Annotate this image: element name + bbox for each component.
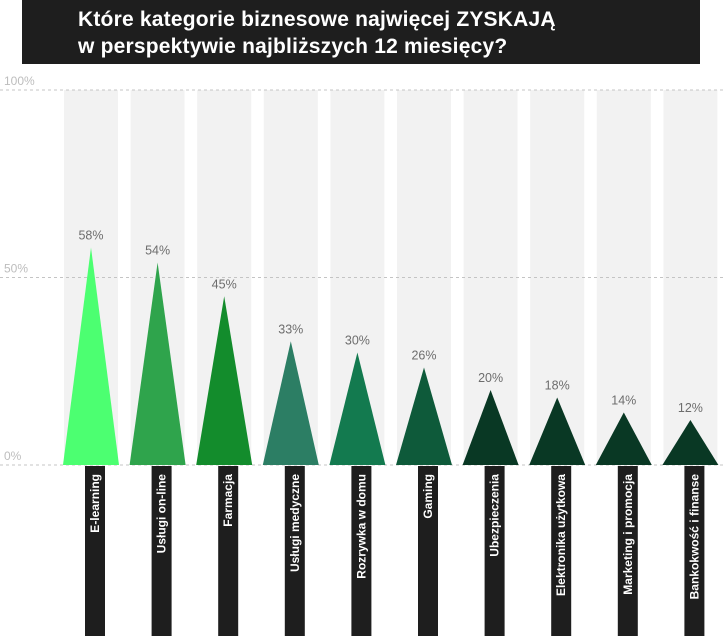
y-tick-label: 0% bbox=[4, 449, 22, 463]
data-label: 30% bbox=[345, 334, 370, 348]
data-label: 58% bbox=[78, 229, 103, 243]
bar bbox=[529, 397, 586, 465]
x-tick-label: Marketing i promocja bbox=[621, 474, 635, 595]
x-tick-label: Usługi medyczne bbox=[288, 474, 302, 572]
y-tick-label: 50% bbox=[4, 262, 28, 276]
y-tick-label: 100% bbox=[4, 74, 35, 88]
bar bbox=[196, 296, 253, 465]
category-label-box bbox=[85, 466, 105, 636]
data-label: 33% bbox=[278, 322, 303, 336]
category-label-box bbox=[617, 466, 638, 636]
bar bbox=[262, 341, 319, 465]
bar bbox=[595, 412, 652, 465]
category-label-box bbox=[684, 466, 705, 636]
category-label-box bbox=[284, 466, 305, 636]
bar bbox=[396, 367, 452, 465]
data-label: 18% bbox=[545, 379, 570, 393]
x-tick-label: Ubezpieczenia bbox=[488, 474, 502, 557]
x-tick-label: Elektronika użytkowa bbox=[554, 474, 568, 596]
x-tick-label: Rozrywka w domu bbox=[354, 474, 368, 579]
category-label-box bbox=[151, 466, 172, 636]
category-label-box bbox=[551, 466, 572, 636]
bar bbox=[129, 262, 186, 465]
background-column bbox=[596, 90, 651, 465]
bar bbox=[63, 247, 119, 465]
bar bbox=[329, 352, 386, 465]
category-label-box bbox=[351, 466, 372, 636]
bar bbox=[462, 390, 519, 465]
data-label: 14% bbox=[611, 394, 636, 408]
bar bbox=[662, 420, 719, 465]
x-tick-label: E-learning bbox=[88, 474, 102, 533]
x-tick-label: Gaming bbox=[421, 474, 435, 519]
data-label: 20% bbox=[478, 371, 503, 385]
data-label: 45% bbox=[212, 277, 237, 291]
category-label-box bbox=[218, 466, 239, 636]
chart-title-box: Które kategorie biznesowe najwięcej ZYSK… bbox=[22, 0, 700, 64]
data-label: 54% bbox=[145, 244, 170, 258]
chart-title-line-1: Które kategorie biznesowe najwięcej ZYSK… bbox=[78, 8, 556, 31]
data-label: 12% bbox=[678, 401, 703, 415]
category-label-box bbox=[418, 466, 438, 636]
chart-title-line-2: w perspektywie najbliższych 12 miesięcy? bbox=[78, 35, 508, 58]
category-label-box bbox=[484, 466, 505, 636]
data-label: 26% bbox=[411, 349, 436, 363]
x-tick-label: Farmacja bbox=[221, 474, 235, 527]
x-tick-label: Bankokwość i finanse bbox=[687, 474, 701, 600]
x-tick-label: Usługi on-line bbox=[155, 474, 169, 554]
